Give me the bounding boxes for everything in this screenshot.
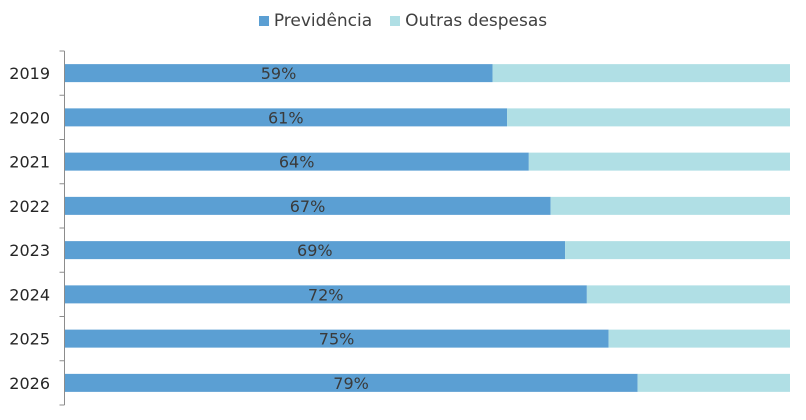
data-label-2019: 59% <box>261 64 297 83</box>
bar-outras-despesas-2024 <box>586 285 790 304</box>
data-label-2022: 67% <box>290 197 326 216</box>
bar-outras-despesas-2025 <box>608 329 790 348</box>
legend-swatch-previdencia <box>258 16 269 26</box>
bar-previdencia-2021 <box>64 152 529 171</box>
y-tick-label-2023: 2023 <box>9 241 50 260</box>
data-label-2021: 64% <box>279 153 315 172</box>
data-label-2023: 69% <box>297 241 333 260</box>
data-label-2020: 61% <box>268 108 304 127</box>
y-tick-label-2024: 2024 <box>9 285 50 304</box>
bar-previdencia-2025 <box>64 329 609 348</box>
bar-outras-despesas-2022 <box>550 196 790 215</box>
bar-previdencia-2019 <box>64 64 493 83</box>
bar-outras-despesas-2023 <box>565 241 790 260</box>
legend: Previdência Outras despesas <box>0 11 806 31</box>
legend-item-previdencia: Previdência <box>258 11 373 31</box>
bar-previdencia-2024 <box>64 285 587 304</box>
y-tick-label-2025: 2025 <box>9 330 50 349</box>
y-tick-label-2020: 2020 <box>9 108 50 127</box>
y-tick-label-2022: 2022 <box>9 197 50 216</box>
legend-swatch-outras-despesas <box>390 16 401 26</box>
bar-previdencia-2023 <box>64 241 566 260</box>
y-tick-label-2026: 2026 <box>9 374 50 393</box>
data-label-2025: 75% <box>319 330 355 349</box>
bar-outras-despesas-2020 <box>507 108 790 127</box>
bar-previdencia-2022 <box>64 196 551 215</box>
legend-label-previdencia: Previdência <box>273 11 373 31</box>
bar-outras-despesas-2026 <box>637 373 790 392</box>
y-tick-label-2019: 2019 <box>9 64 50 83</box>
data-label-2026: 79% <box>333 374 369 393</box>
data-label-2024: 72% <box>308 285 344 304</box>
legend-label-outras-despesas: Outras despesas <box>405 11 548 31</box>
legend-item-outras-despesas: Outras despesas <box>390 11 547 31</box>
bar-previdencia-2020 <box>64 108 508 127</box>
bar-outras-despesas-2019 <box>492 64 790 83</box>
y-tick-label-2021: 2021 <box>9 153 50 172</box>
bar-outras-despesas-2021 <box>528 152 790 171</box>
bar-previdencia-2026 <box>64 373 638 392</box>
